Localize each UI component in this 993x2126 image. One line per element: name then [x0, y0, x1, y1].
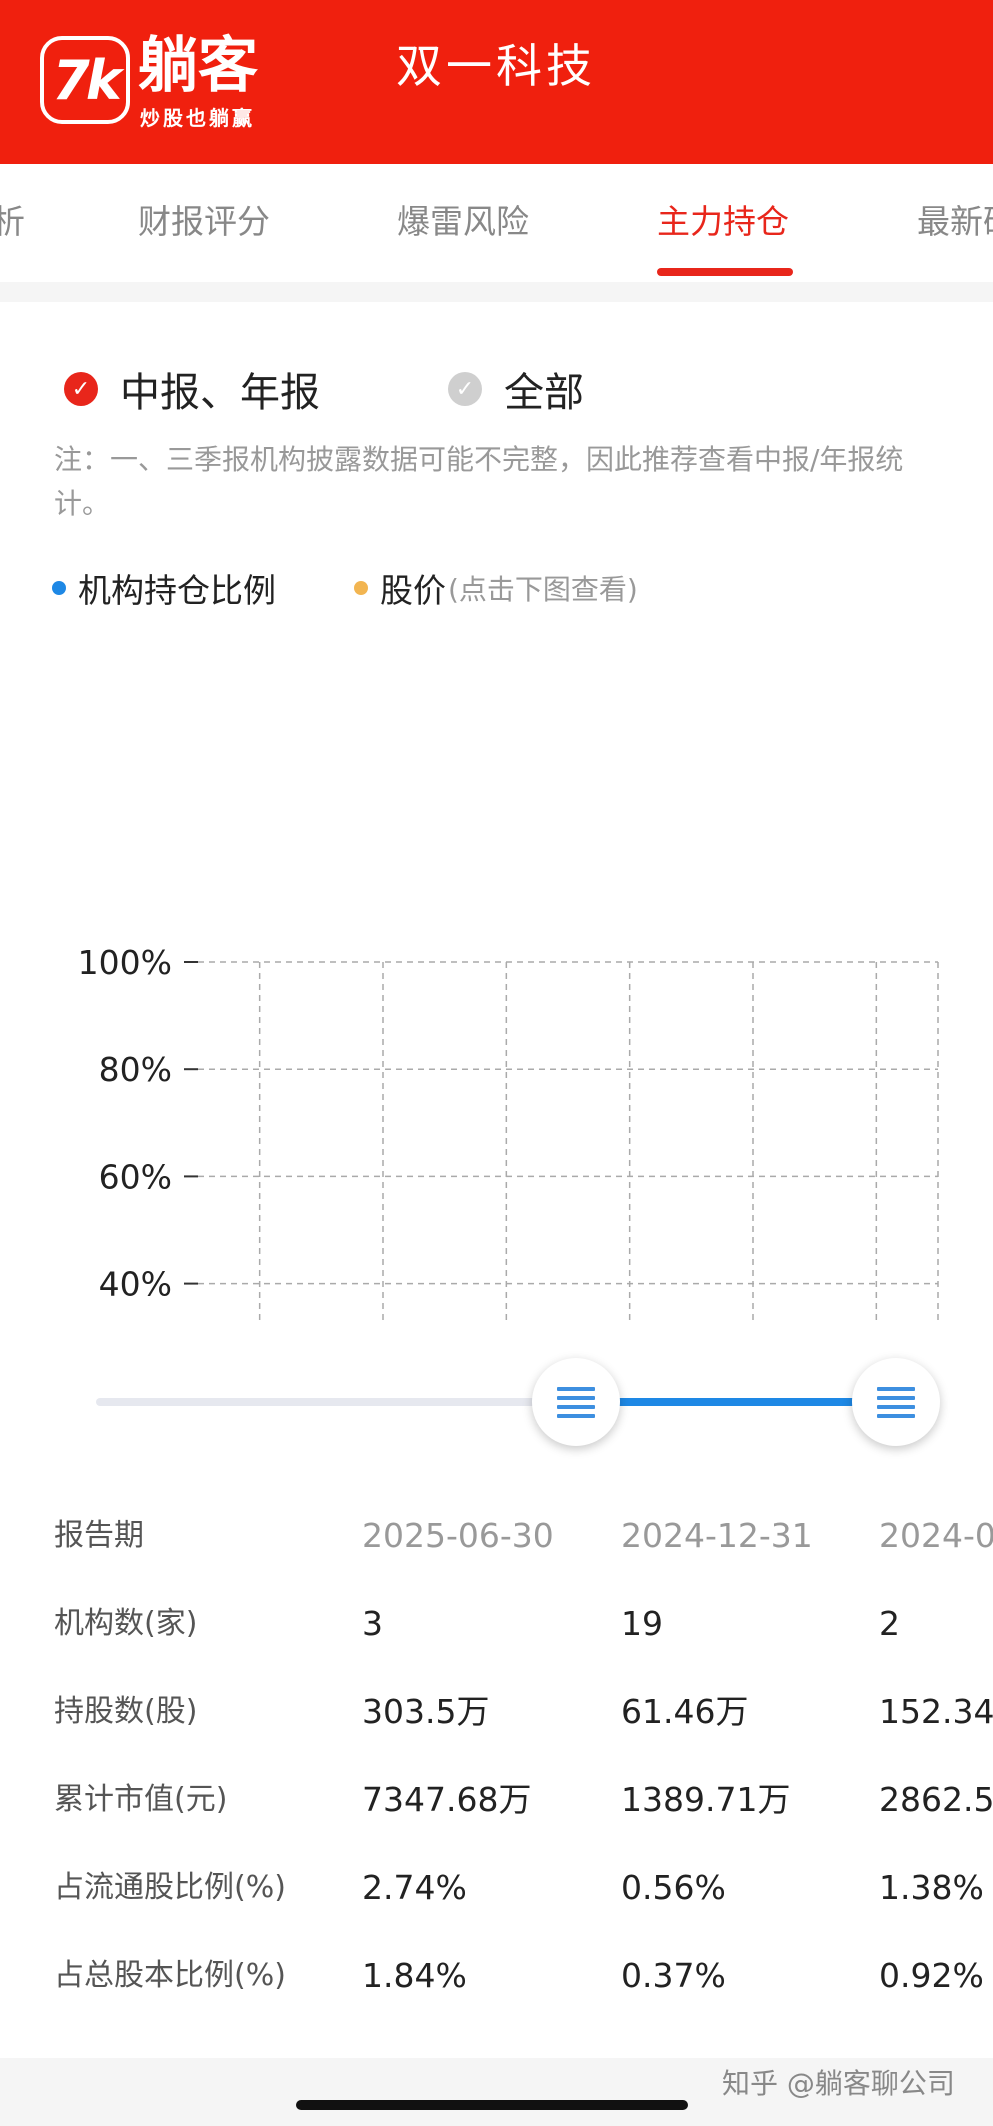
- legend-stock-price[interactable]: 股价 (点击下图查看): [354, 564, 638, 612]
- table-cell: 0.37%: [621, 1956, 726, 1995]
- row-label: 持股数(股): [54, 1694, 198, 1729]
- table-cell: 3: [362, 1604, 383, 1643]
- table-cell: 2862.5: [879, 1780, 993, 1819]
- legend-dot-icon: [354, 581, 368, 595]
- unchecked-circle-icon: ✓: [448, 372, 482, 406]
- y-tick-label: 60%: [99, 1157, 172, 1196]
- table-cell: 0.92%: [879, 1956, 984, 1995]
- tab-blowup-risk[interactable]: 爆雷风险: [397, 202, 529, 241]
- filter-label: 全部: [504, 370, 584, 416]
- legend-holding-ratio[interactable]: 机构持仓比例: [52, 564, 276, 612]
- table-row-float-ratio: 占流通股比例(%) 2.74% 0.56% 1.38%: [0, 1858, 993, 1918]
- table-cell: 19: [621, 1604, 663, 1643]
- row-label: 累计市值(元): [54, 1782, 228, 1817]
- range-slider-left-handle[interactable]: [532, 1358, 620, 1446]
- legend-label: 股价: [380, 571, 446, 610]
- table-row-total-ratio: 占总股本比例(%) 1.84% 0.37% 0.92%: [0, 1946, 993, 2006]
- y-tick-label: 40%: [99, 1265, 172, 1304]
- period-cell: 2025-06-30: [362, 1516, 554, 1555]
- table-cell: 1.38%: [879, 1868, 984, 1907]
- filter-semiannual-annual[interactable]: ✓ 中报、年报: [64, 360, 320, 418]
- range-slider-right-handle[interactable]: [852, 1358, 940, 1446]
- table-cell: 303.5万: [362, 1692, 490, 1731]
- tab-analysis[interactable]: 析: [0, 202, 25, 241]
- drag-handle-icon: [877, 1386, 915, 1418]
- table-row-shares-held: 持股数(股) 303.5万 61.46万 152.34: [0, 1682, 993, 1742]
- table-row-institution-count: 机构数(家) 3 19 2: [0, 1594, 993, 1654]
- disclosure-note: 注：一、三季报机构披露数据可能不完整，因此推荐查看中报/年报统计。: [54, 443, 904, 520]
- app-logo-name: 躺客: [138, 31, 258, 101]
- row-label: 占总股本比例(%): [54, 1958, 286, 1993]
- app-header: 7k 躺客 炒股也躺赢 双一科技: [0, 0, 993, 164]
- tab-bar: 析 财报评分 爆雷风险 主力持仓 最新研: [0, 164, 993, 282]
- legend-label: 机构持仓比例: [78, 571, 276, 610]
- tab-latest-research[interactable]: 最新研: [917, 202, 993, 241]
- app-logo-slogan: 炒股也躺赢: [140, 106, 255, 130]
- legend-hint: (点击下图查看): [448, 573, 638, 606]
- checked-circle-icon: ✓: [64, 372, 98, 406]
- table-cell: 2: [879, 1604, 900, 1643]
- table-cell: 7347.68万: [362, 1780, 532, 1819]
- row-label: 报告期: [54, 1518, 144, 1553]
- period-cell: 2024-12-31: [621, 1516, 813, 1555]
- holdings-chart[interactable]: 0%20%40%60%80%100%6.873.913.141.380.562.…: [0, 632, 993, 1322]
- range-slider-track[interactable]: [96, 1398, 891, 1406]
- tab-main-holdings[interactable]: 主力持仓: [657, 202, 789, 241]
- period-cell: 2024-0: [879, 1516, 993, 1555]
- row-label: 机构数(家): [54, 1606, 198, 1641]
- filter-all[interactable]: ✓ 全部: [448, 360, 584, 418]
- legend-dot-icon: [52, 581, 66, 595]
- zhihu-watermark: 知乎 @躺客聊公司: [722, 2067, 955, 2100]
- filter-label: 中报、年报: [120, 370, 320, 416]
- table-cell: 2.74%: [362, 1868, 467, 1907]
- row-label: 占流通股比例(%): [54, 1870, 286, 1905]
- page-title: 双一科技: [396, 39, 596, 93]
- holdings-card: ✓ 中报、年报 ✓ 全部 注：一、三季报机构披露数据可能不完整，因此推荐查看中报…: [0, 302, 993, 2058]
- y-tick-label: 80%: [99, 1050, 172, 1089]
- active-tab-indicator: [657, 268, 793, 276]
- table-cell: 1389.71万: [621, 1780, 791, 1819]
- range-slider-selection: [576, 1398, 894, 1406]
- tab-financial-score[interactable]: 财报评分: [138, 202, 270, 241]
- y-tick-label: 100%: [78, 943, 172, 982]
- table-cell: 61.46万: [621, 1692, 749, 1731]
- app-logo-mark: 7k: [40, 36, 130, 124]
- table-cell: 1.84%: [362, 1956, 467, 1995]
- table-cell: 152.34: [879, 1692, 993, 1731]
- drag-handle-icon: [557, 1386, 595, 1418]
- table-row-market-value: 累计市值(元) 7347.68万 1389.71万 2862.5: [0, 1770, 993, 1830]
- home-indicator: [296, 2100, 688, 2110]
- table-header-row: 报告期 2025-06-30 2024-12-31 2024-0: [0, 1506, 993, 1566]
- table-cell: 0.56%: [621, 1868, 726, 1907]
